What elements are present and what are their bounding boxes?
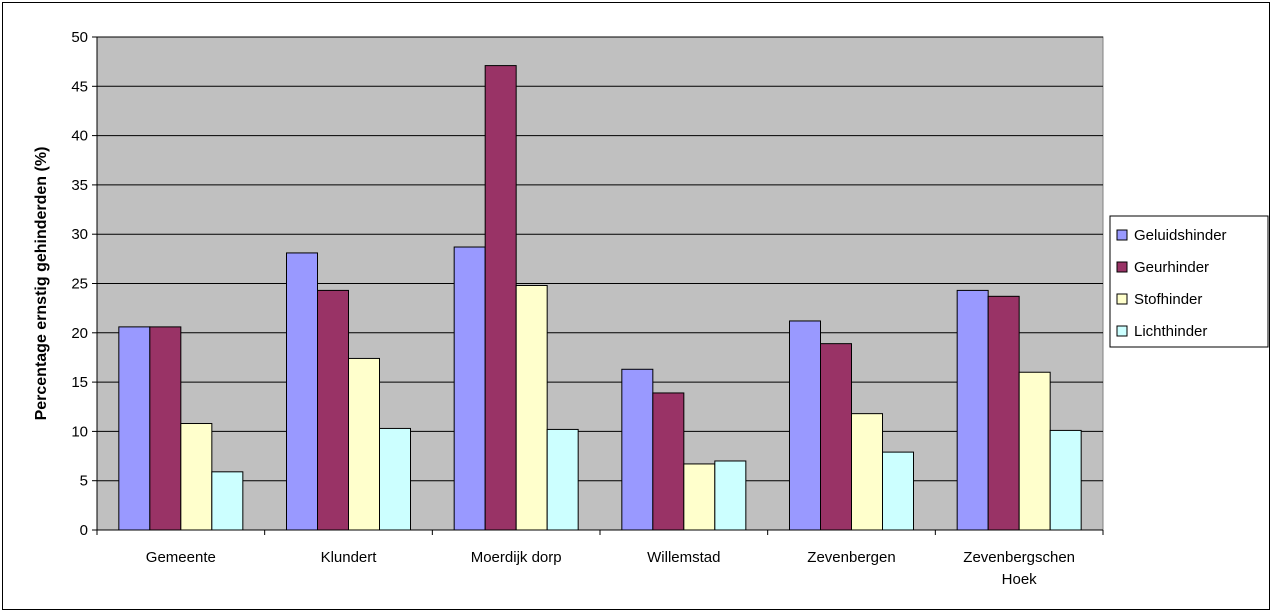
legend-swatch-stofhinder [1116,293,1128,305]
x-category-label: Willemstad [647,549,720,566]
x-category-label: Moerdijk dorp [471,549,562,566]
bar-geurhinder-0 [149,326,182,531]
legend-label-lichthinder: Lichthinder [1134,323,1207,340]
y-tick-label: 50 [71,29,88,46]
y-axis-label: Percentage ernstig gehinderden (%) [33,147,50,421]
legend-box [1109,215,1269,348]
bar-geluidshinder-2 [453,246,486,531]
bar-geluidshinder-1 [286,252,318,531]
y-tick-label: 45 [71,78,88,95]
y-tick-label: 15 [71,374,88,391]
bar-lichthinder-3 [714,460,747,531]
y-tick-label: 30 [71,226,88,243]
bar-geurhinder-2 [484,65,517,531]
legend-label-stofhinder: Stofhinder [1134,291,1202,308]
bar-stofhinder-2 [515,284,548,531]
x-category-label: Klundert [321,549,378,566]
bar-stofhinder-4 [851,413,883,531]
y-tick-label: 10 [71,423,88,440]
bar-lichthinder-1 [379,427,411,531]
bar-lichthinder-5 [1049,429,1082,531]
bar-geluidshinder-3 [621,368,654,531]
bar-geurhinder-4 [820,343,852,531]
bar-geurhinder-5 [987,295,1020,531]
y-tick-label: 35 [71,177,88,194]
y-tick-label: 0 [80,522,88,539]
legend-label-geluidshinder: Geluidshinder [1134,227,1227,244]
bar-lichthinder-4 [882,451,914,531]
legend-swatch-geurhinder [1116,261,1128,273]
legend-swatch-geluidshinder [1116,229,1128,241]
bar-lichthinder-0 [211,471,244,531]
bar-geluidshinder-5 [956,289,989,531]
y-tick-label: 5 [80,473,88,490]
y-tick-label: 20 [71,325,88,342]
bar-stofhinder-1 [348,357,380,531]
x-category-label: Zevenbergen [807,549,895,566]
bar-geurhinder-1 [317,289,349,531]
bar-stofhinder-3 [683,463,716,531]
legend-swatch-lichthinder [1116,325,1128,337]
x-category-label: Zevenbergschen [963,549,1075,566]
legend-label-geurhinder: Geurhinder [1134,259,1209,276]
y-tick-label: 25 [71,276,88,293]
x-category-label: Gemeente [146,549,216,566]
y-tick-label: 40 [71,128,88,145]
bar-geluidshinder-4 [789,320,821,531]
bar-stofhinder-0 [180,423,213,531]
x-category-label: Hoek [1002,571,1038,588]
bar-geluidshinder-0 [118,326,151,531]
bar-geurhinder-3 [652,392,685,531]
bar-stofhinder-5 [1018,371,1051,531]
bar-lichthinder-2 [546,428,579,531]
